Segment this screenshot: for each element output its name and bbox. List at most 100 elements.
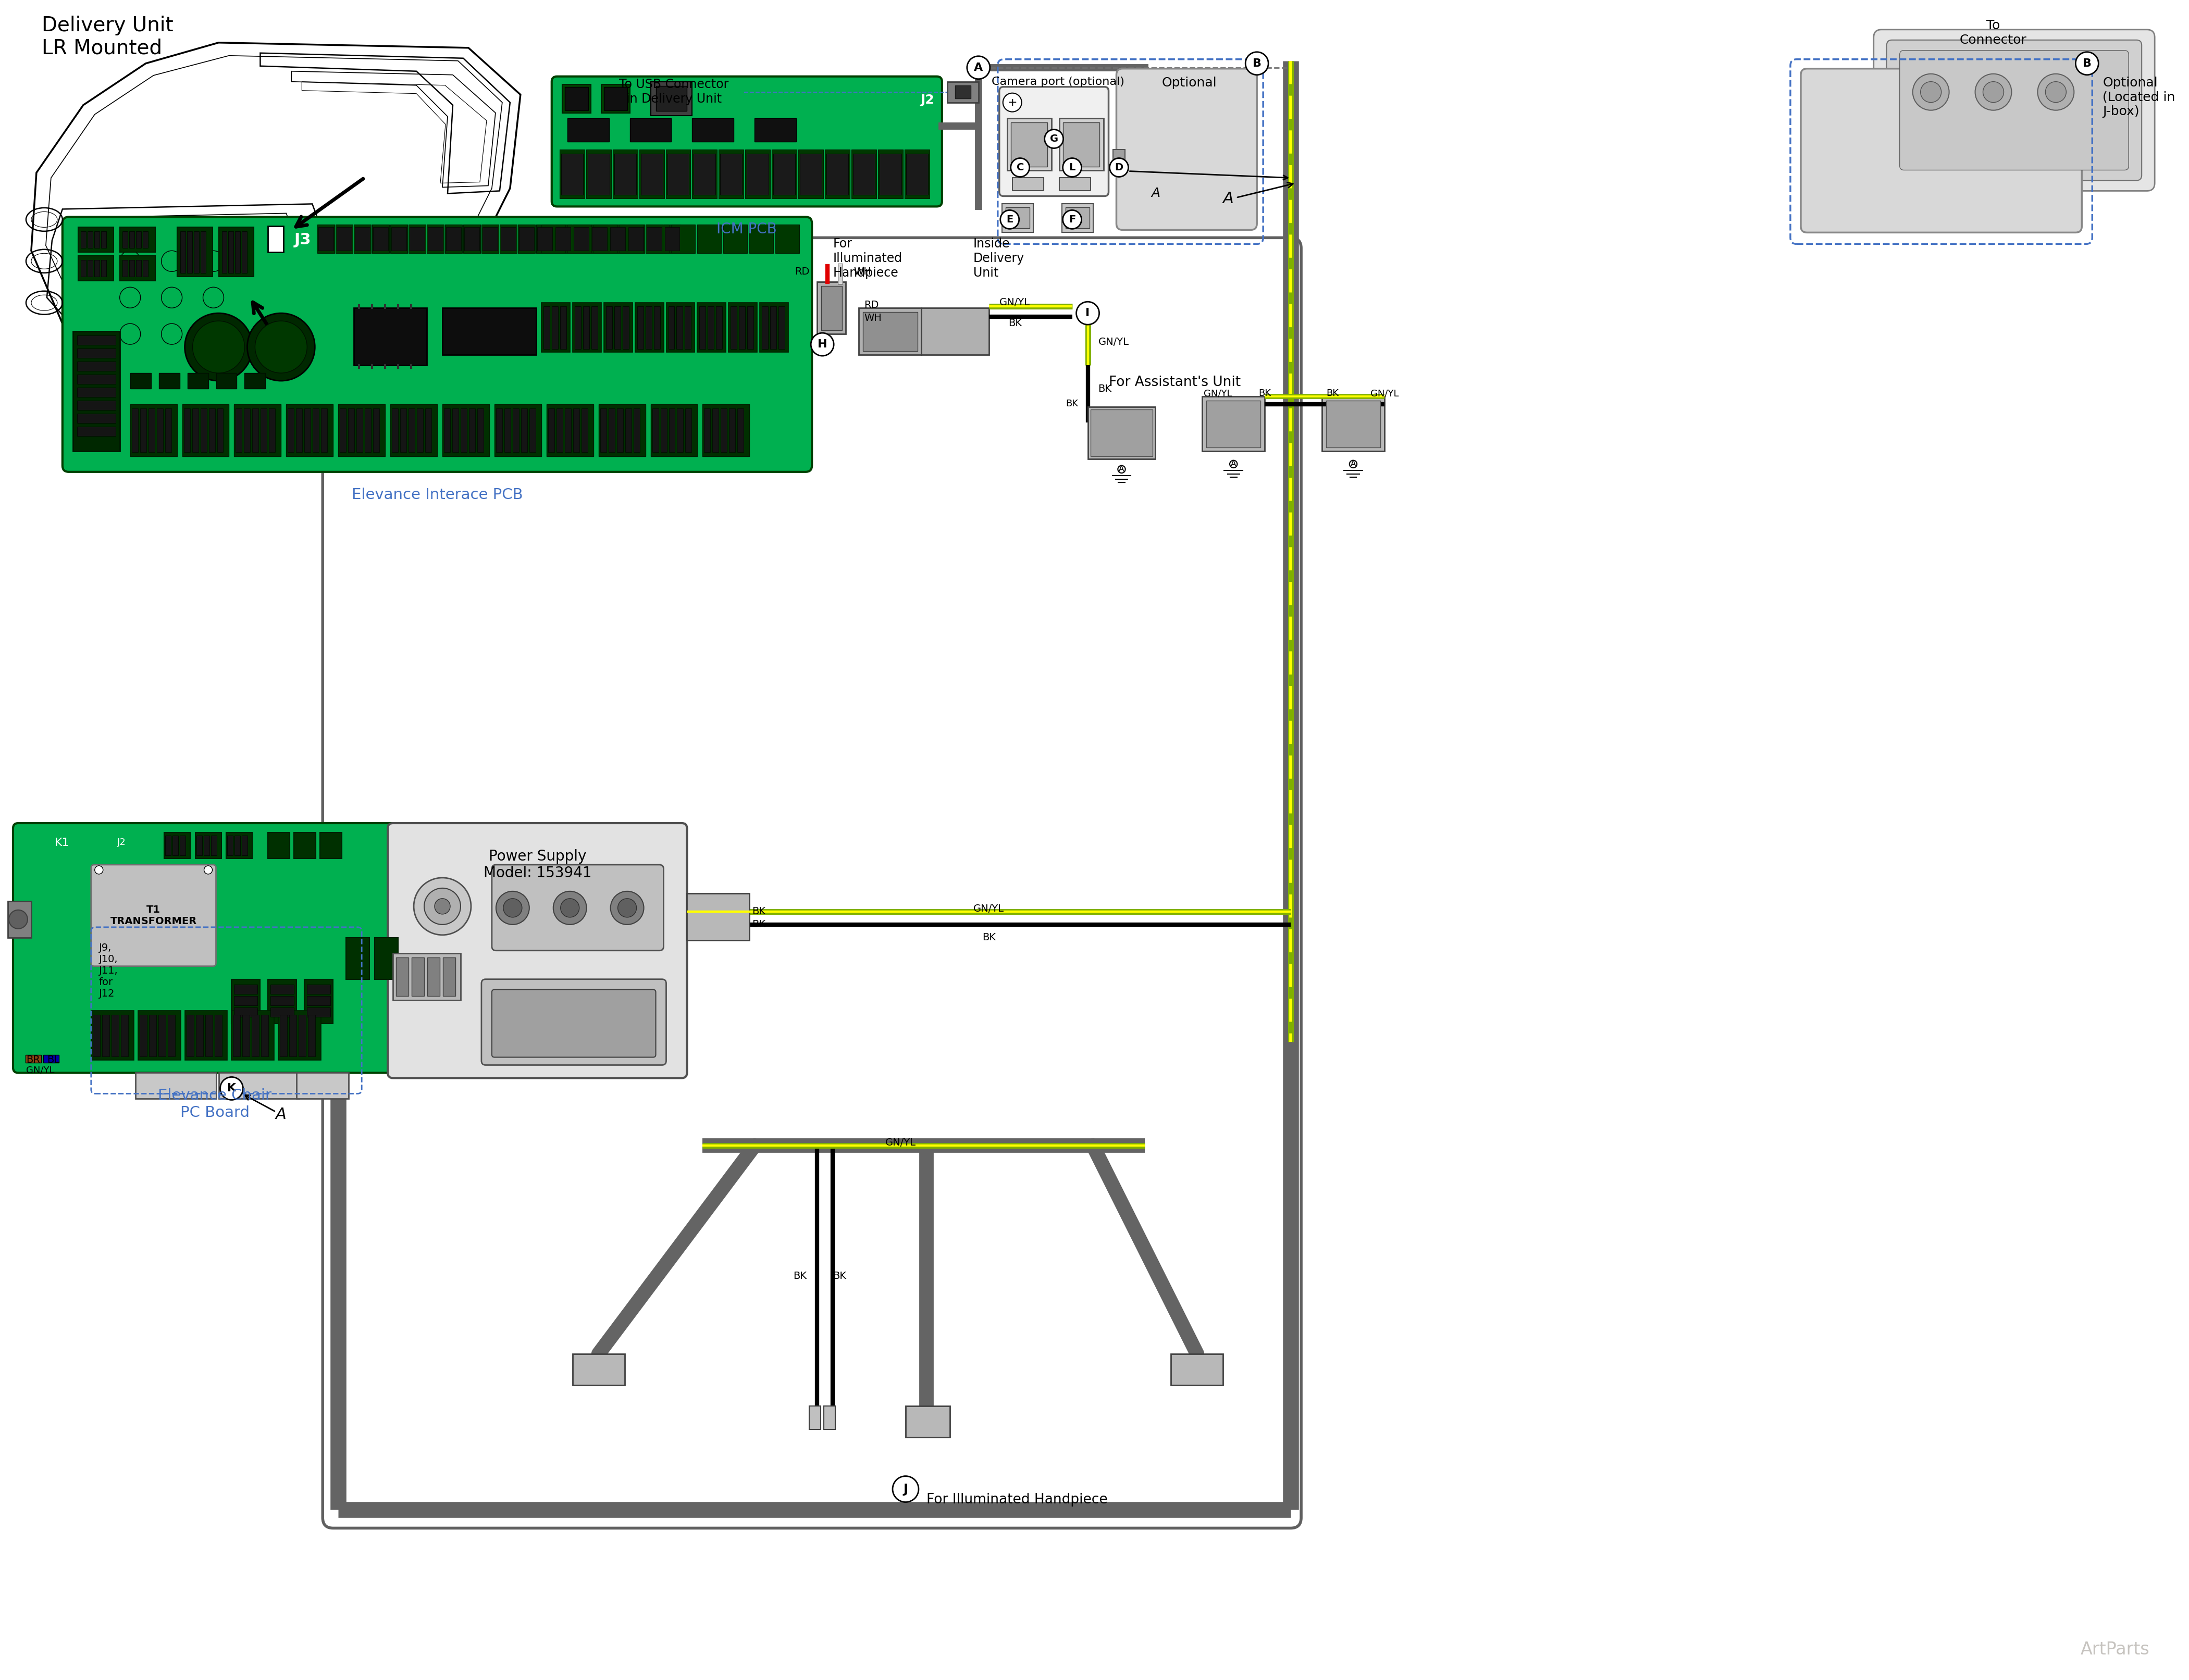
FancyBboxPatch shape xyxy=(604,302,633,353)
FancyBboxPatch shape xyxy=(267,979,298,1023)
FancyBboxPatch shape xyxy=(591,227,606,250)
Circle shape xyxy=(497,892,530,924)
FancyBboxPatch shape xyxy=(630,118,672,141)
FancyBboxPatch shape xyxy=(567,118,609,141)
FancyBboxPatch shape xyxy=(574,302,602,353)
FancyBboxPatch shape xyxy=(201,408,206,452)
FancyBboxPatch shape xyxy=(348,408,355,452)
Circle shape xyxy=(1974,74,2012,111)
FancyBboxPatch shape xyxy=(635,302,663,353)
Text: ArtParts: ArtParts xyxy=(2080,1641,2150,1658)
FancyBboxPatch shape xyxy=(663,225,681,254)
FancyBboxPatch shape xyxy=(574,227,589,250)
FancyBboxPatch shape xyxy=(519,227,534,250)
Text: BK: BK xyxy=(1327,388,1340,398)
FancyBboxPatch shape xyxy=(611,227,626,250)
FancyBboxPatch shape xyxy=(77,336,116,344)
FancyBboxPatch shape xyxy=(136,232,140,249)
FancyBboxPatch shape xyxy=(136,1074,217,1099)
Text: GN/YL: GN/YL xyxy=(1000,297,1031,307)
Circle shape xyxy=(503,899,521,917)
Text: J2: J2 xyxy=(116,838,125,847)
FancyBboxPatch shape xyxy=(339,408,346,452)
FancyBboxPatch shape xyxy=(1014,150,1027,165)
FancyBboxPatch shape xyxy=(195,1015,204,1057)
FancyBboxPatch shape xyxy=(92,1015,101,1057)
FancyBboxPatch shape xyxy=(810,1406,821,1430)
FancyBboxPatch shape xyxy=(1802,69,2082,232)
FancyBboxPatch shape xyxy=(339,405,385,457)
FancyBboxPatch shape xyxy=(563,84,591,113)
FancyBboxPatch shape xyxy=(129,260,134,277)
FancyBboxPatch shape xyxy=(123,232,127,249)
Text: BK: BK xyxy=(1066,400,1079,408)
Circle shape xyxy=(204,865,212,874)
FancyBboxPatch shape xyxy=(221,232,228,274)
FancyBboxPatch shape xyxy=(357,408,363,452)
FancyBboxPatch shape xyxy=(210,835,217,855)
Text: BK: BK xyxy=(753,907,766,917)
Text: BK: BK xyxy=(983,932,996,942)
Circle shape xyxy=(436,899,451,914)
FancyBboxPatch shape xyxy=(687,894,749,941)
FancyBboxPatch shape xyxy=(298,1015,306,1057)
FancyBboxPatch shape xyxy=(164,833,190,858)
Circle shape xyxy=(1011,158,1029,176)
Text: BK: BK xyxy=(832,1270,847,1280)
FancyBboxPatch shape xyxy=(442,958,455,996)
FancyBboxPatch shape xyxy=(164,835,171,855)
FancyBboxPatch shape xyxy=(609,408,615,452)
FancyBboxPatch shape xyxy=(396,958,409,996)
FancyBboxPatch shape xyxy=(948,82,978,102)
FancyBboxPatch shape xyxy=(668,306,674,349)
FancyBboxPatch shape xyxy=(615,306,619,349)
FancyBboxPatch shape xyxy=(661,408,668,452)
FancyBboxPatch shape xyxy=(280,1015,287,1057)
FancyBboxPatch shape xyxy=(9,900,31,937)
FancyBboxPatch shape xyxy=(633,408,639,452)
FancyBboxPatch shape xyxy=(685,306,692,349)
FancyBboxPatch shape xyxy=(567,225,591,254)
FancyBboxPatch shape xyxy=(906,153,928,195)
Text: A: A xyxy=(974,62,983,72)
FancyBboxPatch shape xyxy=(755,118,797,141)
FancyBboxPatch shape xyxy=(582,408,587,452)
FancyBboxPatch shape xyxy=(204,835,210,855)
FancyBboxPatch shape xyxy=(615,153,637,195)
FancyBboxPatch shape xyxy=(646,227,661,250)
FancyBboxPatch shape xyxy=(92,1010,134,1060)
Text: Delivery Unit
LR Mounted: Delivery Unit LR Mounted xyxy=(42,15,173,59)
FancyBboxPatch shape xyxy=(179,232,186,274)
FancyBboxPatch shape xyxy=(219,1074,300,1099)
Text: A: A xyxy=(1230,460,1237,469)
FancyBboxPatch shape xyxy=(193,232,199,274)
FancyBboxPatch shape xyxy=(746,306,753,349)
FancyBboxPatch shape xyxy=(670,408,674,452)
FancyBboxPatch shape xyxy=(600,408,606,452)
FancyBboxPatch shape xyxy=(306,984,331,995)
Text: GN/YL: GN/YL xyxy=(26,1065,55,1075)
Circle shape xyxy=(1044,129,1064,148)
FancyBboxPatch shape xyxy=(556,408,563,452)
FancyBboxPatch shape xyxy=(177,227,212,277)
FancyBboxPatch shape xyxy=(587,150,611,198)
FancyBboxPatch shape xyxy=(269,408,276,452)
FancyBboxPatch shape xyxy=(720,153,742,195)
FancyBboxPatch shape xyxy=(716,306,722,349)
FancyBboxPatch shape xyxy=(101,232,107,249)
FancyBboxPatch shape xyxy=(201,232,206,274)
FancyBboxPatch shape xyxy=(536,227,552,250)
FancyBboxPatch shape xyxy=(858,307,922,354)
FancyBboxPatch shape xyxy=(749,225,773,254)
FancyBboxPatch shape xyxy=(120,1015,127,1057)
Text: J: J xyxy=(904,1483,908,1495)
FancyBboxPatch shape xyxy=(77,361,116,371)
FancyBboxPatch shape xyxy=(173,835,177,855)
Circle shape xyxy=(1064,158,1081,176)
FancyBboxPatch shape xyxy=(158,1015,166,1057)
Circle shape xyxy=(425,889,460,924)
FancyBboxPatch shape xyxy=(646,225,670,254)
FancyBboxPatch shape xyxy=(92,865,217,966)
FancyBboxPatch shape xyxy=(560,150,584,198)
Circle shape xyxy=(221,1077,243,1100)
